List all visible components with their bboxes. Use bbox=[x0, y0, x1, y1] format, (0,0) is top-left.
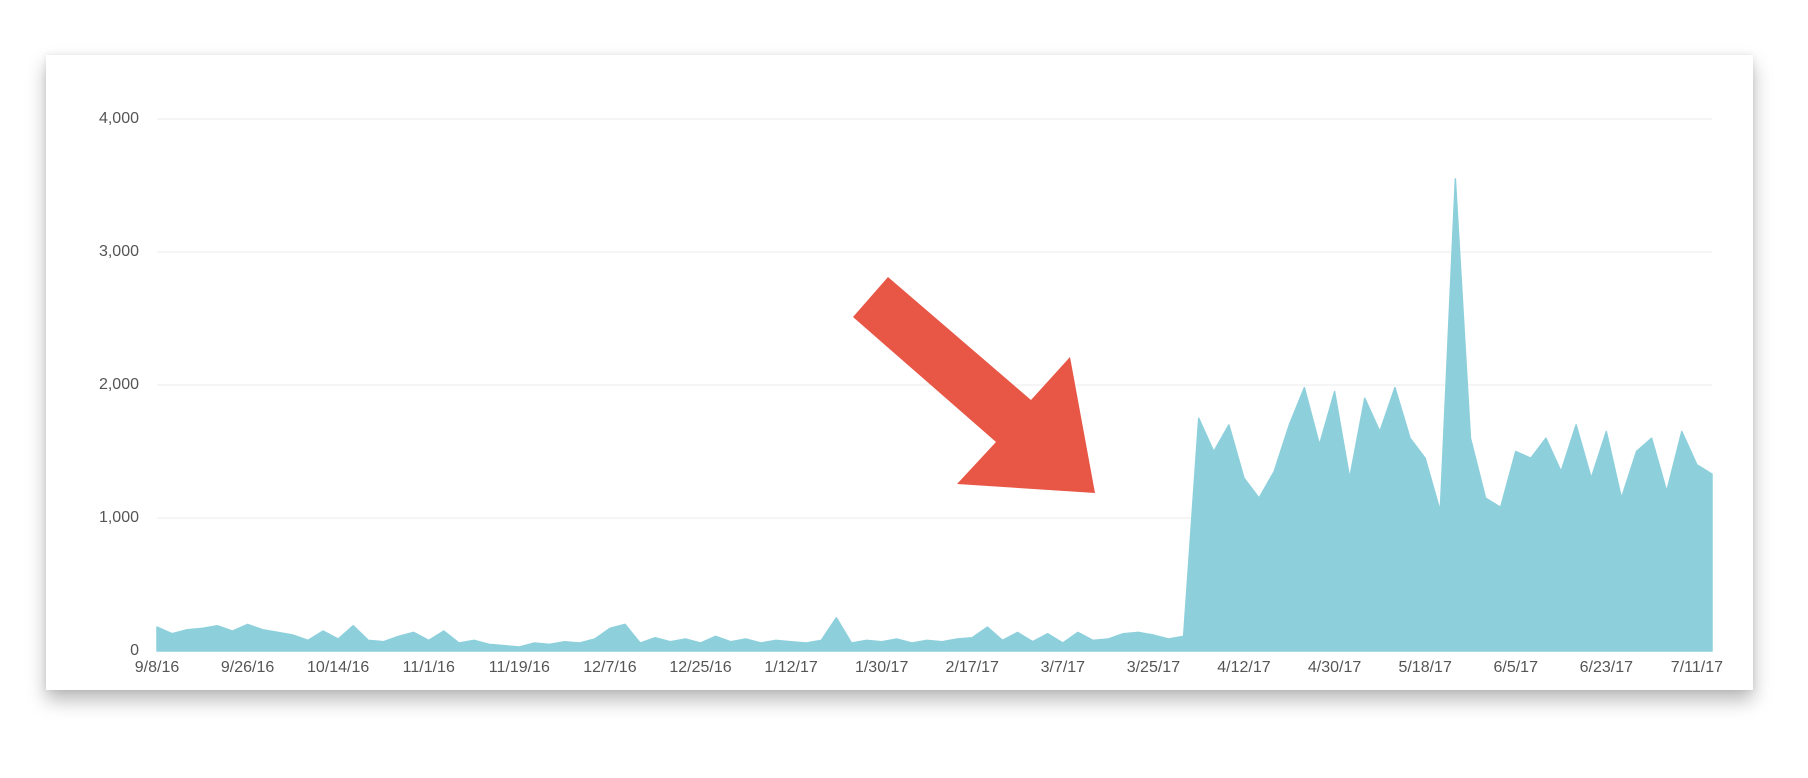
x-tick-label: 6/23/17 bbox=[1580, 659, 1633, 676]
x-tick-label: 4/30/17 bbox=[1308, 659, 1361, 676]
x-tick-label: 3/7/17 bbox=[1041, 659, 1086, 676]
x-tick-label: 5/18/17 bbox=[1398, 659, 1451, 676]
x-tick-label: 12/25/16 bbox=[669, 659, 731, 676]
x-tick-label: 6/5/17 bbox=[1493, 659, 1538, 676]
y-tick-label: 4,000 bbox=[99, 110, 139, 127]
x-tick-label: 10/14/16 bbox=[307, 659, 369, 676]
y-tick-label: 0 bbox=[130, 642, 139, 659]
arrow-annotation bbox=[853, 277, 1095, 493]
x-tick-label: 3/25/17 bbox=[1127, 659, 1180, 676]
x-tick-label: 11/1/16 bbox=[403, 659, 455, 676]
x-tick-label: 9/8/16 bbox=[135, 659, 180, 676]
x-tick-label: 12/7/16 bbox=[583, 659, 636, 676]
x-tick-label: 1/12/17 bbox=[764, 659, 817, 676]
y-tick-label: 2,000 bbox=[99, 376, 139, 393]
y-tick-label: 1,000 bbox=[99, 509, 139, 526]
x-tick-label: 4/12/17 bbox=[1217, 659, 1270, 676]
y-tick-label: 3,000 bbox=[99, 243, 139, 260]
x-tick-label: 7/11/17 bbox=[1671, 659, 1723, 676]
x-tick-label: 1/30/17 bbox=[855, 659, 908, 676]
area bbox=[156, 178, 1713, 652]
x-tick-label: 2/17/17 bbox=[946, 659, 999, 676]
x-tick-label: 9/26/16 bbox=[221, 659, 274, 676]
x-tick-label: 11/19/16 bbox=[489, 659, 550, 676]
